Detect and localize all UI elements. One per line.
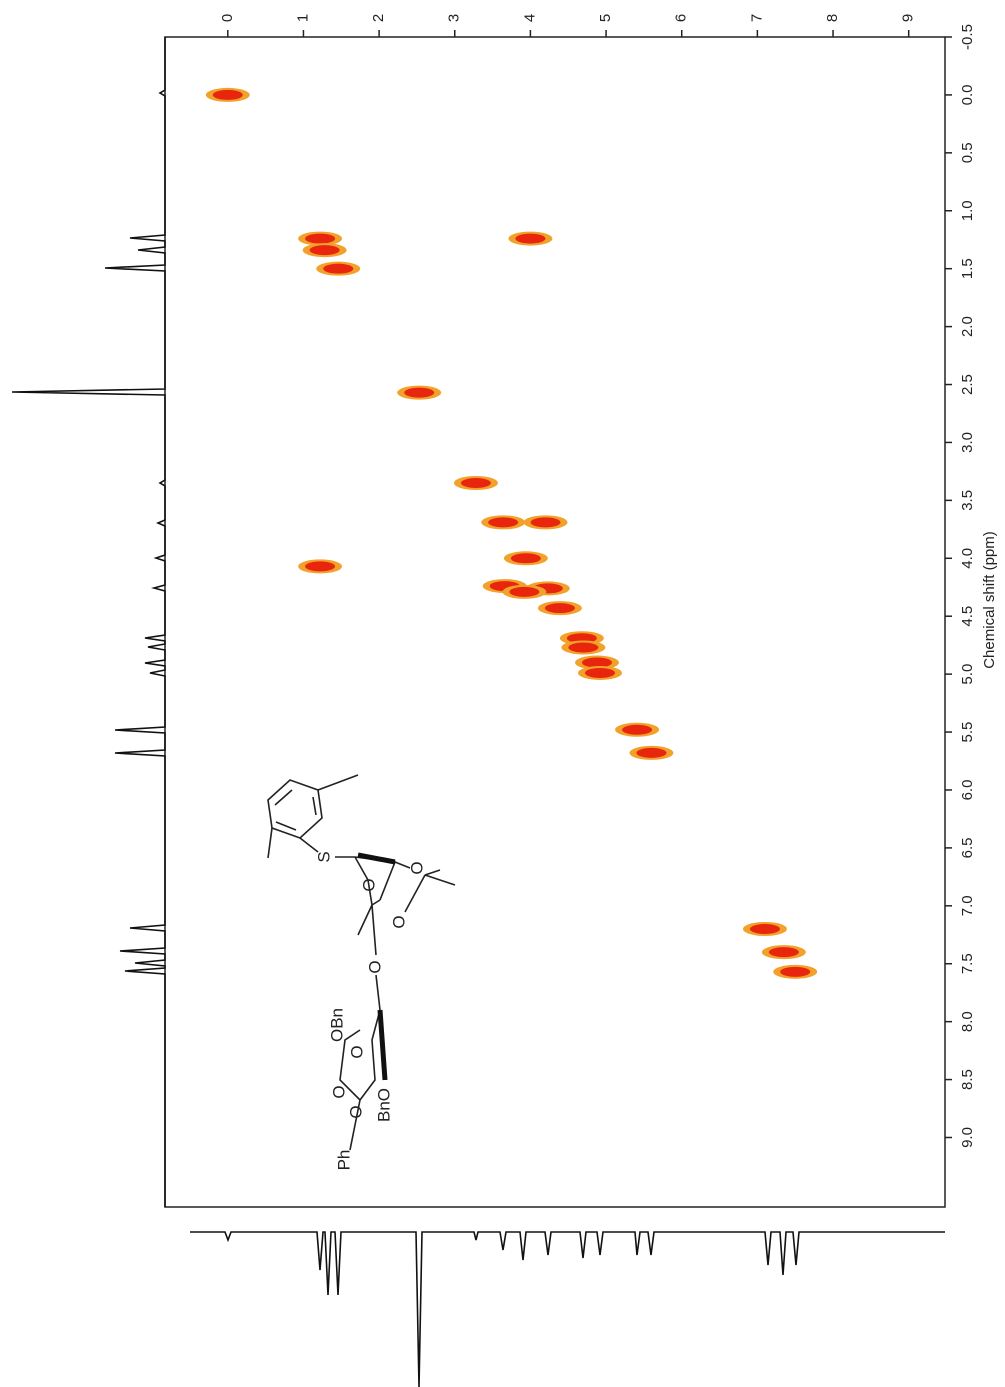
y-tick-label: 8.0: [959, 1011, 976, 1032]
cross-peak: [629, 745, 674, 760]
peak-core: [622, 724, 653, 735]
f1-projection: [11, 37, 166, 1207]
peak-core: [305, 561, 336, 572]
y-tick-label: 5.0: [959, 664, 976, 685]
x-tick-label: 6: [673, 14, 690, 22]
cross-peak: [205, 87, 250, 102]
y-tick-label: 3.0: [959, 432, 976, 453]
x-tick-label: 7: [748, 14, 765, 22]
y-tick-label: 6.5: [959, 837, 976, 858]
peak-core: [460, 477, 491, 488]
y-tick-label: 8.5: [959, 1069, 976, 1090]
peak-core: [585, 667, 616, 678]
y-tick-label: 7.5: [959, 953, 976, 974]
peak-core: [566, 633, 597, 644]
x-tick-label: 1: [294, 14, 311, 22]
x-tick-label: 4: [521, 14, 538, 22]
y-tick-label: 1.5: [959, 258, 976, 279]
cross-peak: [773, 964, 818, 979]
cross-peak: [578, 665, 623, 680]
peak-core: [780, 966, 811, 977]
peak-core: [404, 387, 435, 398]
peak-core: [509, 586, 540, 597]
cross-peak: [742, 921, 787, 936]
peak-core: [488, 517, 519, 528]
peak-core: [309, 245, 340, 256]
structure-label: O: [329, 1085, 348, 1098]
structure-label: O: [407, 861, 426, 874]
structure-label: O: [347, 1045, 366, 1058]
plot-frame: [164, 36, 946, 1208]
molecule: [267, 774, 456, 1151]
cross-peak: [761, 945, 806, 960]
cross-peak: [298, 231, 343, 246]
peak-core: [323, 263, 354, 274]
x-tick-label: 0: [219, 14, 236, 22]
y-tick-label: 4.5: [959, 606, 976, 627]
peak-core: [212, 89, 243, 100]
cross-peak: [537, 601, 582, 616]
structure-label: O: [346, 1105, 365, 1118]
x-tick-label: 8: [824, 14, 841, 22]
y-tick-label: 2.5: [959, 374, 976, 395]
x-tick-label: 3: [446, 14, 463, 22]
structure-label: OBn: [327, 1008, 346, 1042]
x-tick-label: 9: [900, 14, 917, 22]
y-tick-label: 9.0: [959, 1127, 976, 1148]
peak-core: [305, 233, 336, 244]
cross-peak: [508, 231, 553, 246]
x-tick-label: 5: [597, 14, 614, 22]
y-tick-label: -0.5: [959, 24, 976, 50]
x-tick-label: 2: [370, 14, 387, 22]
y-tick-label: 5.5: [959, 722, 976, 743]
cross-peak: [574, 655, 619, 670]
cross-peak: [503, 551, 548, 566]
cross-peak: [397, 385, 442, 400]
peak-core: [544, 603, 575, 614]
y-tick-label: 0.5: [959, 142, 976, 163]
y-tick-label: 6.0: [959, 780, 976, 801]
peak-core: [568, 642, 599, 653]
y-tick-label: 0.0: [959, 84, 976, 105]
f2-projection: [190, 1231, 945, 1387]
structure-label: S: [314, 851, 333, 862]
structure-label: O: [389, 915, 408, 928]
y-tick-label: 2.0: [959, 316, 976, 337]
y-tick-label: 4.0: [959, 548, 976, 569]
y-axis-label: Chemical shift (ppm): [981, 531, 998, 669]
cross-peak: [453, 475, 498, 490]
peak-core: [636, 747, 667, 758]
y-tick-label: 1.0: [959, 200, 976, 221]
structure-label: O: [365, 960, 384, 973]
cross-peak: [523, 515, 568, 530]
peak-core: [749, 923, 780, 934]
cross-peak: [615, 722, 660, 737]
peak-core: [515, 233, 546, 244]
cross-peak: [561, 640, 606, 655]
structure-label: BnO: [374, 1088, 393, 1122]
cross-peak: [316, 261, 361, 276]
structure-label: O: [359, 878, 378, 891]
peak-core: [530, 517, 561, 528]
y-tick-label: 3.5: [959, 490, 976, 511]
cross-peak: [481, 515, 526, 530]
y-tick-label: 7.0: [959, 895, 976, 916]
peak-core: [768, 947, 799, 958]
cross-peak: [502, 584, 547, 599]
cross-peak: [298, 559, 343, 574]
structure-label: Ph: [334, 1150, 353, 1171]
peak-core: [510, 553, 541, 564]
peak-core: [581, 657, 612, 668]
cross-peak: [302, 243, 347, 258]
